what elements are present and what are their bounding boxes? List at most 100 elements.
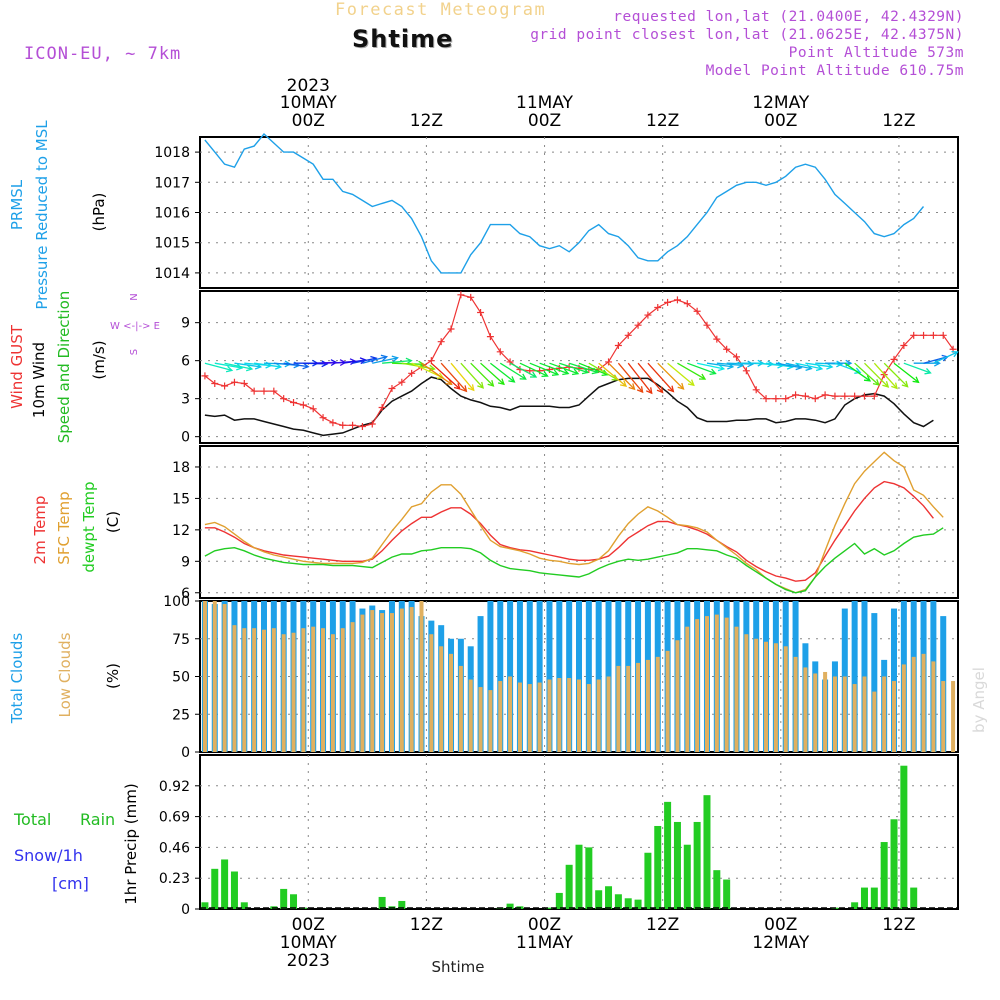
wind-arrow-head	[854, 367, 862, 374]
low-cloud-bar	[586, 684, 591, 752]
wind-gust-marker	[792, 391, 800, 399]
precip-label-cm: [cm]	[52, 874, 89, 893]
wind-arrow-head	[795, 363, 803, 371]
wind-gust-marker	[299, 401, 307, 409]
rain-bar	[614, 894, 622, 909]
wind-gust-marker	[368, 420, 376, 428]
wind-ytick-label: 6	[181, 354, 190, 370]
low-cloud-bar	[252, 628, 257, 752]
wind-gust-marker	[920, 331, 928, 339]
low-cloud-bar	[508, 676, 513, 752]
total-cloud-bar	[536, 601, 543, 752]
precip-ytick-label: 0.92	[159, 779, 190, 795]
wind-gust-marker	[201, 372, 209, 380]
wind-direction-arrow	[234, 362, 261, 368]
wind-arrow-head	[225, 365, 234, 373]
low-cloud-bar	[567, 678, 572, 752]
wind-gust-marker	[664, 298, 672, 306]
dewpoint-line	[204, 527, 944, 594]
wind-direction-arrow	[578, 362, 608, 376]
rain-bar	[398, 900, 406, 909]
wind-direction-arrow	[657, 362, 684, 390]
wind-arrow-head	[863, 375, 872, 382]
temp-label-dew: dewpt Temp	[80, 481, 98, 572]
temp-label-sfc: SFC Temp	[55, 491, 73, 564]
low-cloud-bar	[478, 687, 483, 752]
wind-direction-arrow	[647, 362, 674, 392]
low-cloud-bar	[911, 656, 916, 752]
low-cloud-bar	[380, 613, 385, 752]
low-cloud-bar	[557, 678, 562, 752]
low-cloud-bar	[439, 646, 444, 752]
wind-direction-arrow	[608, 362, 635, 390]
wind-gust-marker	[870, 392, 878, 400]
low-cloud-bar	[301, 628, 306, 752]
wind-gust-marker	[477, 309, 485, 317]
clouds-ytick-label: 75	[172, 632, 190, 648]
wind-direction-arrow	[254, 362, 281, 368]
wind-arrow-head	[628, 383, 636, 391]
wind-gust-marker	[408, 369, 416, 377]
wind-gust-marker	[910, 331, 918, 339]
wind-arrow-head	[951, 350, 959, 358]
low-cloud-bar	[665, 650, 670, 752]
pressure-label-prmsl: PRMSL	[8, 179, 26, 230]
pressure-ytick-label: 1018	[154, 145, 190, 161]
precip-ytick-label: 0	[181, 902, 190, 918]
low-cloud-bar	[537, 682, 542, 752]
rain-bar	[211, 868, 219, 909]
low-cloud-bar	[261, 629, 266, 752]
wind-direction-arrow	[706, 362, 734, 368]
wind-label-unit: (m/s)	[90, 340, 108, 379]
top-axis-year: 2023	[287, 76, 330, 96]
wind-gust-marker	[762, 395, 770, 403]
low-cloud-bar	[419, 601, 424, 752]
pressure-label-desc: Pressure Reduced to MSL	[33, 120, 51, 310]
wind-arrow-head	[460, 385, 468, 393]
wind-gust-marker	[939, 331, 947, 339]
wind-arrow-head	[891, 382, 898, 390]
low-cloud-bar	[330, 634, 335, 752]
wind-panel-frame	[199, 290, 959, 444]
wind-direction-arrow	[598, 362, 627, 387]
top-axis-label: 00Z	[764, 111, 797, 131]
low-cloud-bar	[626, 665, 631, 752]
wind-arrow-head	[246, 364, 254, 372]
wind-arrow-head	[541, 370, 549, 378]
top-axis-label: 10MAY	[280, 93, 338, 113]
wind-gust-marker	[683, 300, 691, 308]
top-axis-label: 00Z	[292, 111, 325, 131]
wind-gust-marker	[742, 367, 750, 375]
low-cloud-bar	[921, 653, 926, 752]
low-cloud-bar	[340, 628, 345, 752]
low-cloud-bar	[222, 604, 227, 752]
wind-arrow-head	[826, 362, 834, 370]
wind-gust-marker	[309, 405, 317, 413]
point-altitude: Point Altitude 573m	[788, 45, 964, 61]
low-cloud-bar	[399, 608, 404, 752]
wind-direction-arrow	[677, 362, 706, 380]
wind-direction-arrow	[470, 362, 494, 387]
pressure-label-unit: (hPa)	[90, 193, 108, 232]
rain-bar	[910, 887, 918, 909]
rain-bar	[713, 870, 721, 909]
wind-gust-marker	[270, 387, 278, 395]
rain-bar	[870, 887, 878, 909]
pressure-ytick-label: 1014	[154, 266, 190, 282]
temperature-ytick-label: 6	[181, 586, 190, 602]
low-cloud-bar	[823, 671, 828, 752]
wind-gust-marker	[339, 421, 347, 429]
rain-bar	[565, 864, 573, 909]
wind-gust-marker	[388, 385, 396, 393]
bottom-axis-label: 2023	[287, 951, 330, 971]
wind-arrow-head	[391, 355, 399, 363]
wind-gust-marker	[713, 335, 721, 343]
bottom-axis-label: 12Z	[882, 915, 915, 935]
wind-direction-arrow	[775, 362, 802, 369]
wind-ytick-label: 0	[181, 430, 190, 446]
wind-direction-arrow	[903, 362, 931, 374]
low-cloud-bar	[655, 656, 660, 752]
wind-label-10m: 10m Wind	[30, 342, 48, 418]
top-axis-label: 12MAY	[752, 93, 810, 113]
bottom-axis-label: 00Z	[292, 915, 325, 935]
